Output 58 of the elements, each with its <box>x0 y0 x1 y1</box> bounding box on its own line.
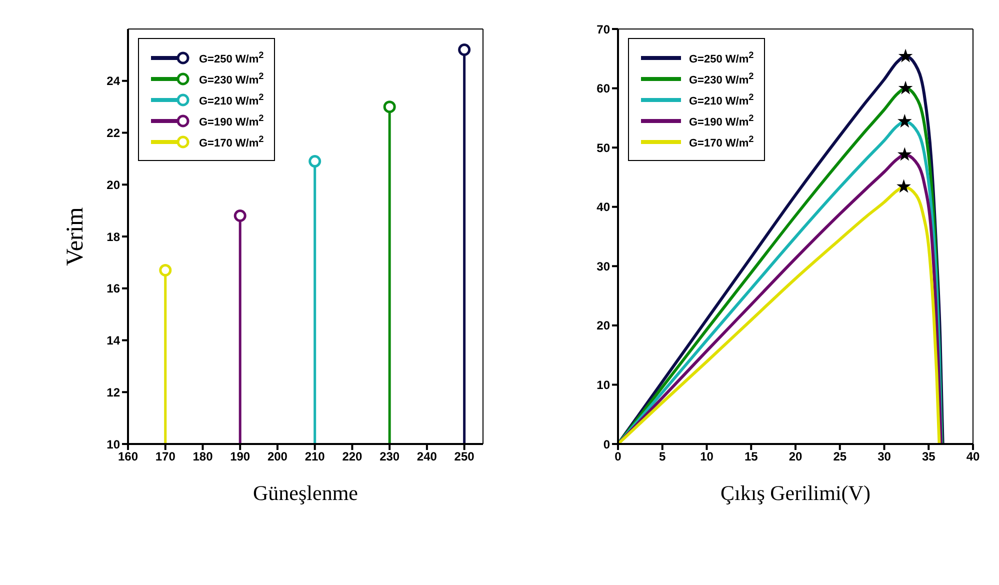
legend-label: G=190 W/m$^{2}$ <box>199 112 264 128</box>
x-tick-label: 10 <box>700 450 714 464</box>
x-tick-label: 30 <box>878 450 892 464</box>
y-tick-label: 40 <box>596 200 610 214</box>
point <box>234 210 246 222</box>
x-tick-label: 5 <box>659 450 666 464</box>
y-tick-label: 20 <box>106 178 120 192</box>
x-tick-label: 20 <box>788 450 802 464</box>
x-tick-label: 230 <box>380 450 400 464</box>
y-tick-label: 10 <box>106 437 120 452</box>
point <box>897 114 912 128</box>
y-tick-label: 12 <box>106 385 120 400</box>
y-tick-label: 0 <box>603 437 610 452</box>
legend-label: G=230 W/m$^{2}$ <box>199 70 264 86</box>
x-tick-label: 200 <box>267 450 288 464</box>
legend-label: G=170 W/m$^{2}$ <box>199 134 264 150</box>
x-tick-label: 35 <box>922 450 936 464</box>
y-tick-label: 18 <box>106 230 120 244</box>
x-tick-label: 170 <box>155 450 176 464</box>
point <box>383 100 396 114</box>
y-tick-label: 50 <box>596 140 610 155</box>
legend-label: G=190 W/m$^{2}$ <box>689 112 754 128</box>
x-axis-title: Güneşlenme <box>253 481 358 505</box>
x-tick-label: 210 <box>304 450 326 464</box>
x-tick-label: 0 <box>614 450 622 464</box>
y-tick-label: 22 <box>106 126 120 140</box>
legend-label: G=210 W/m$^{2}$ <box>199 92 264 108</box>
point <box>159 264 172 276</box>
legend-label: G=250 W/m$^{2}$ <box>199 50 264 66</box>
x-tick-label: 190 <box>230 450 250 464</box>
point <box>896 179 911 193</box>
legend-label: G=210 W/m$^{2}$ <box>689 92 754 108</box>
y-axis-title: Verim <box>62 206 89 266</box>
point <box>898 80 913 94</box>
y-tick-label: 24 <box>106 74 120 88</box>
x-tick-label: 220 <box>342 450 363 464</box>
x-tick-label: 180 <box>192 450 214 464</box>
point <box>897 147 912 161</box>
point <box>308 155 322 168</box>
y-tick-label: 14 <box>106 334 120 348</box>
y-tick-label: 20 <box>596 318 610 333</box>
point <box>898 48 913 62</box>
x-tick-label: 25 <box>833 450 847 464</box>
x-tick-label: 240 <box>416 450 438 464</box>
x-tick-label: 250 <box>454 450 475 464</box>
legend-label: G=250 W/m$^{2}$ <box>689 50 754 66</box>
x-tick-label: 40 <box>966 450 980 464</box>
x-axis-title: Çıkış Gerilimi(V) <box>720 481 870 505</box>
y-tick-label: 10 <box>596 378 610 392</box>
legend-label: G=170 W/m$^{2}$ <box>689 134 754 150</box>
y-tick-label: 60 <box>596 82 610 96</box>
y-tick-label: 16 <box>106 282 120 296</box>
y-tick-label: 30 <box>596 259 610 274</box>
x-tick-label: 160 <box>118 450 138 464</box>
point <box>458 44 471 56</box>
legend-label: G=230 W/m$^{2}$ <box>689 70 754 86</box>
y-tick-label: 70 <box>596 22 610 36</box>
x-tick-label: 15 <box>744 450 758 464</box>
